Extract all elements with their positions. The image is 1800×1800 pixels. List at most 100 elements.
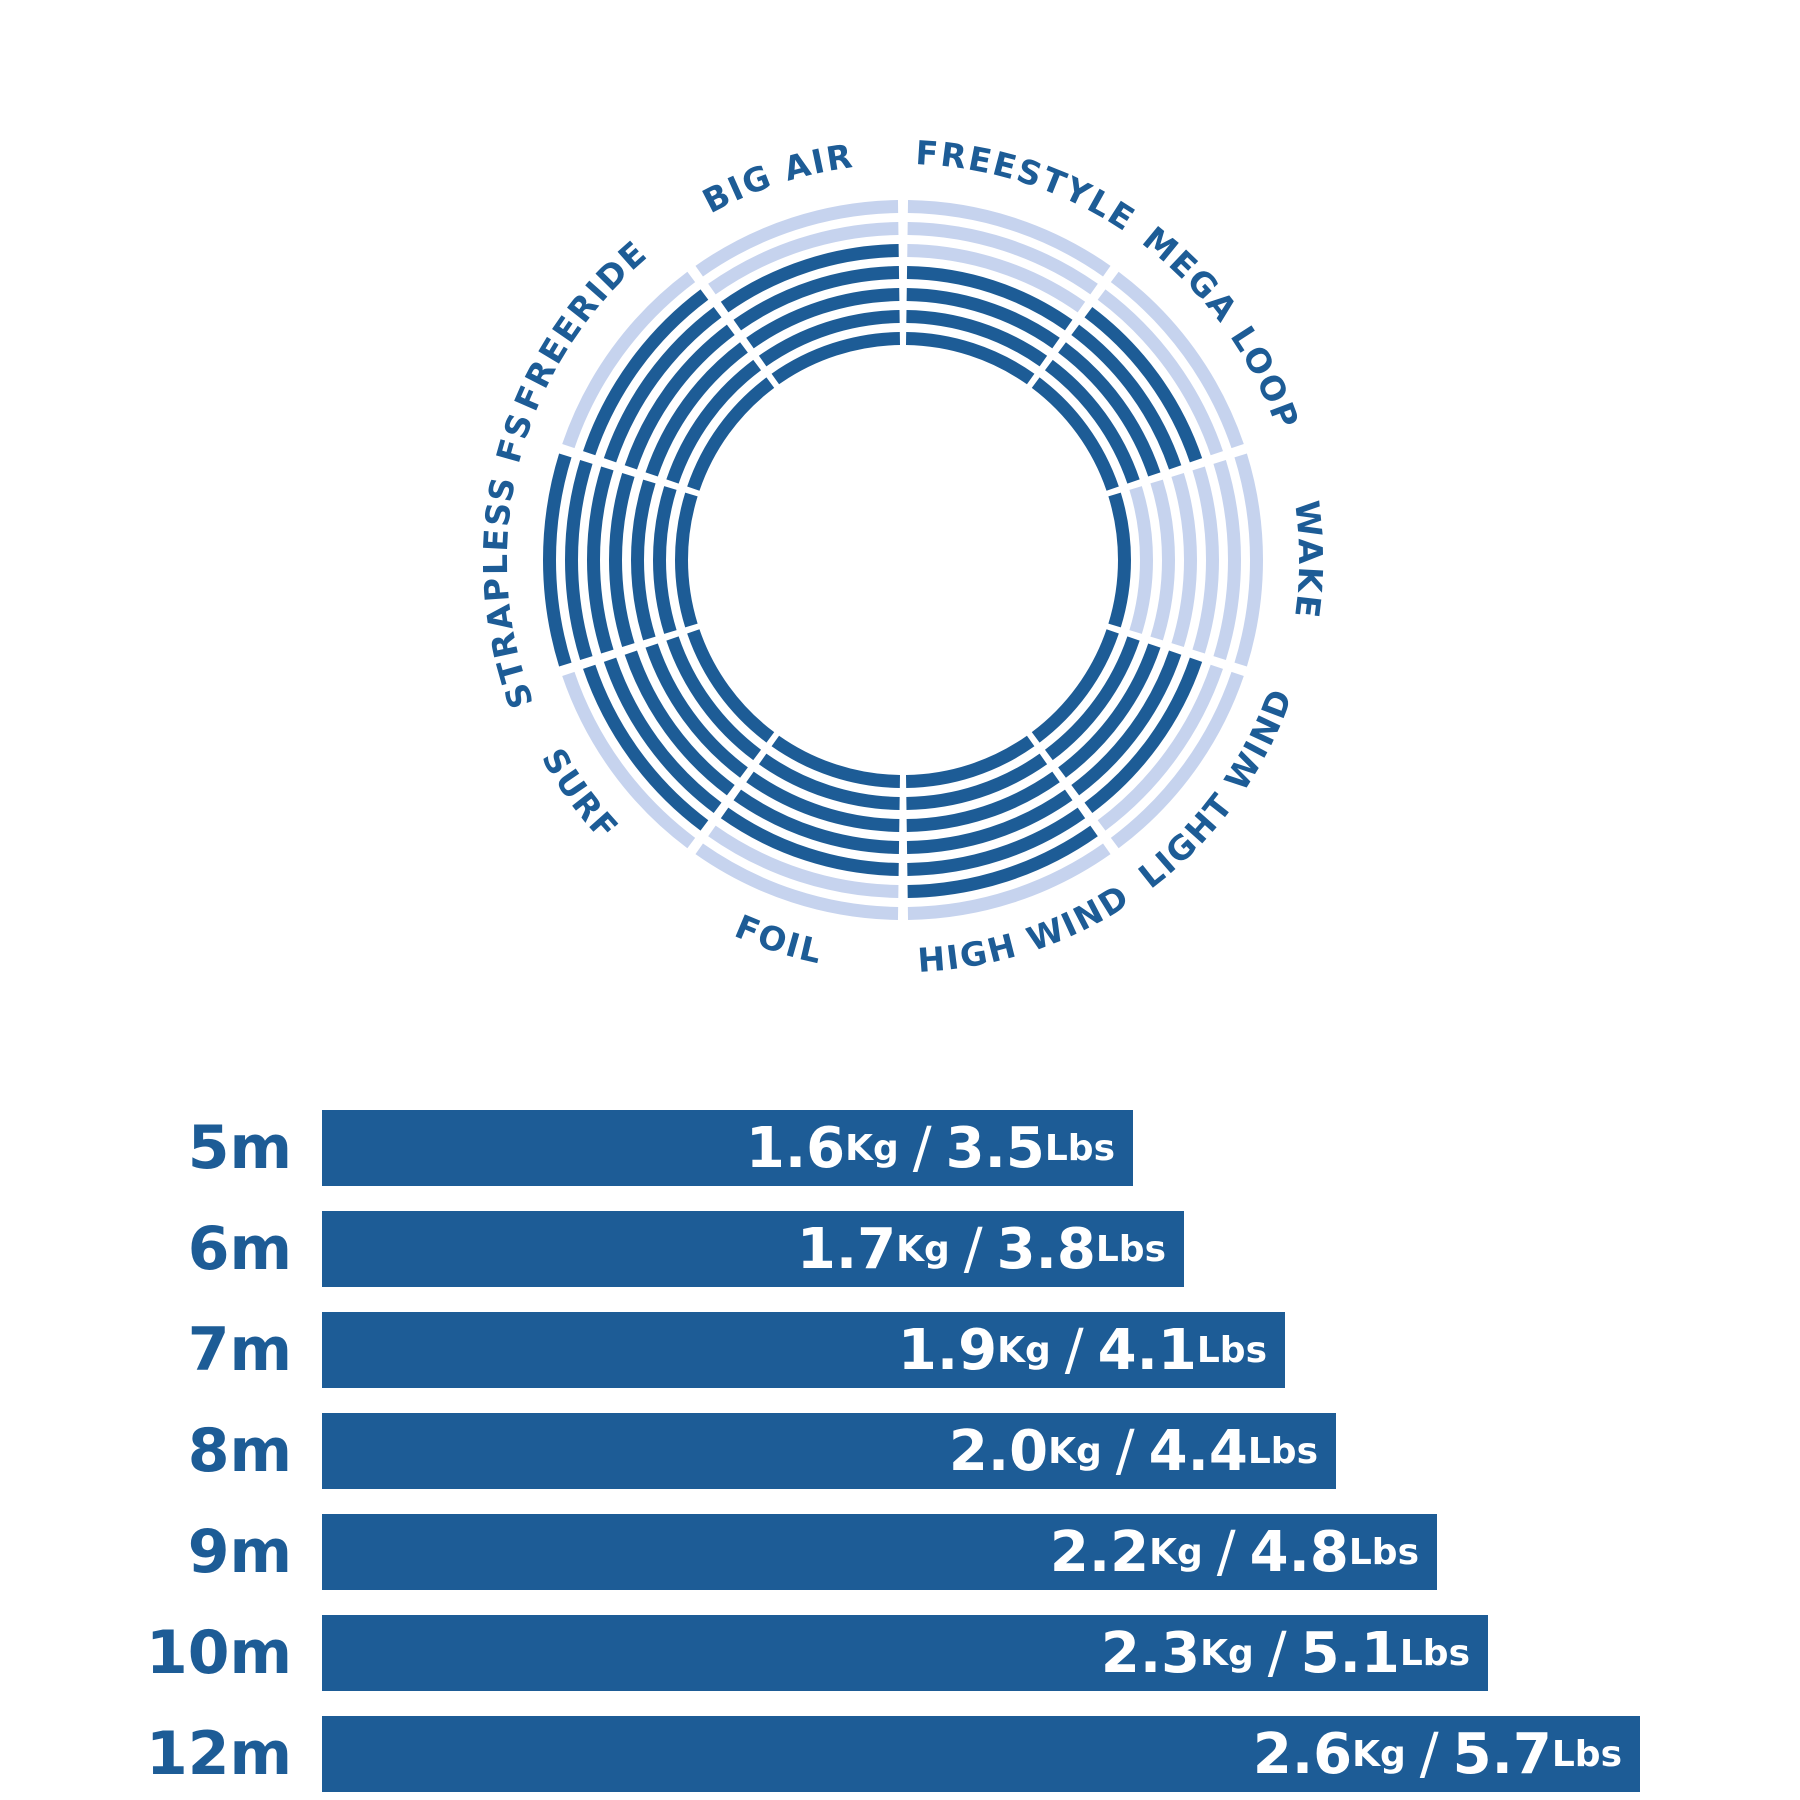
size-label-5m: 5m [187,1113,292,1183]
ring-mega-loop-7 [1110,271,1244,449]
ring-light-wind-1 [1031,629,1119,743]
weight-bar-6m: 1.7 Kg /3.8 Lbs [322,1211,1184,1287]
ring-freeride-7 [562,271,696,449]
ring-surf-6 [583,664,709,831]
lbs-unit: Lbs [1551,1733,1622,1775]
segment-mega-loop [1031,271,1244,491]
lbs-value: 4.8 [1249,1519,1349,1585]
ring-mega-loop-6 [1097,289,1223,456]
kg-unit: Kg [997,1329,1051,1371]
ring-wake-2 [1129,486,1153,634]
ring-freestyle-3 [906,288,1060,349]
ring-surf-4 [624,650,735,796]
kg-value: 1.9 [897,1317,998,1383]
kg-value: 2.3 [1100,1620,1201,1686]
ring-wake-1 [1108,492,1131,628]
lbs-unit: Lbs [1044,1127,1115,1169]
lbs-value: 3.8 [996,1216,1096,1282]
ring-high-wind-5 [907,807,1086,876]
ring-foil-7 [695,843,899,920]
ring-strapless-fs-7 [543,453,572,667]
ring-light-wind-3 [1058,643,1161,778]
segment-surf [562,629,775,849]
ring-mega-loop-2 [1044,359,1140,484]
ring-big-air-5 [720,244,899,313]
size-label-9m: 9m [187,1517,292,1587]
kg-value: 1.6 [745,1115,846,1181]
weight-bar-9m: 2.2 Kg /4.8 Lbs [322,1514,1437,1590]
ring-high-wind-4 [906,789,1073,854]
ring-surf-1 [687,629,775,743]
kg-value: 2.6 [1252,1721,1353,1787]
kg-unit: Kg [1048,1430,1102,1472]
size-label-8m: 8m [187,1416,292,1486]
kg-unit: Kg [845,1127,899,1169]
separator: / [1419,1721,1439,1787]
ring-freeride-3 [645,342,748,477]
segment-strapless-fs [543,453,698,667]
ring-strapless-fs-4 [609,473,635,647]
kg-unit: Kg [896,1228,950,1270]
weight-bar-12m: 2.6 Kg /5.7 Lbs [322,1716,1640,1792]
segment-freestyle [905,200,1111,385]
ring-freeride-5 [603,306,722,463]
kg-unit: Kg [1352,1733,1406,1775]
ring-wake-4 [1171,473,1197,647]
ring-light-wind-6 [1097,664,1223,831]
size-label-10m: 10m [145,1618,292,1688]
separator: / [912,1115,932,1181]
ring-surf-2 [666,636,762,761]
weight-bar-8m: 2.0 Kg /4.4 Lbs [322,1413,1336,1489]
ring-surf-5 [603,657,722,814]
ring-high-wind-3 [906,771,1060,832]
ring-mega-loop-1 [1031,377,1119,491]
lbs-value: 3.5 [945,1115,1045,1181]
lbs-value: 4.1 [1097,1317,1197,1383]
ring-foil-1 [771,735,901,788]
ring-mega-loop-3 [1058,342,1161,477]
kg-value: 2.2 [1049,1519,1150,1585]
ring-freestyle-1 [905,332,1035,385]
ring-freeride-4 [624,324,735,470]
ring-mega-loop-4 [1071,324,1182,470]
ring-strapless-fs-1 [675,492,698,628]
ring-strapless-fs-2 [653,486,677,634]
ring-strapless-fs-5 [587,466,614,654]
ring-big-air-6 [708,222,899,295]
ring-foil-5 [720,807,899,876]
ring-freestyle-2 [906,310,1048,367]
kg-value: 2.0 [948,1418,1049,1484]
weight-bar-10m: 2.3 Kg /5.1 Lbs [322,1615,1488,1691]
segment-foil [695,735,901,920]
ring-freestyle-5 [907,244,1086,313]
segment-light-wind [1031,629,1244,849]
ring-wake-6 [1213,460,1241,660]
ring-freeride-2 [666,359,762,484]
ring-wake-7 [1234,453,1263,667]
lbs-unit: Lbs [1196,1329,1267,1371]
segment-big-air [695,200,901,385]
ring-light-wind-2 [1044,636,1140,761]
lbs-value: 5.1 [1300,1620,1400,1686]
ring-big-air-3 [746,288,900,349]
ring-high-wind-1 [905,735,1035,788]
ring-freestyle-4 [906,266,1073,331]
ring-light-wind-7 [1110,671,1244,849]
ring-high-wind-2 [906,753,1048,810]
size-label-7m: 7m [187,1315,292,1385]
ring-wake-3 [1150,479,1176,641]
separator: / [1267,1620,1287,1686]
lbs-unit: Lbs [1095,1228,1166,1270]
ring-light-wind-4 [1071,650,1182,796]
ring-foil-6 [708,825,899,898]
ring-surf-7 [562,671,696,849]
separator: / [1216,1519,1236,1585]
ring-freeride-1 [687,377,775,491]
segment-wake [1108,453,1263,667]
ring-surf-3 [645,643,748,778]
separator: / [963,1216,983,1282]
kg-unit: Kg [1149,1531,1203,1573]
ring-mega-loop-5 [1084,306,1203,463]
